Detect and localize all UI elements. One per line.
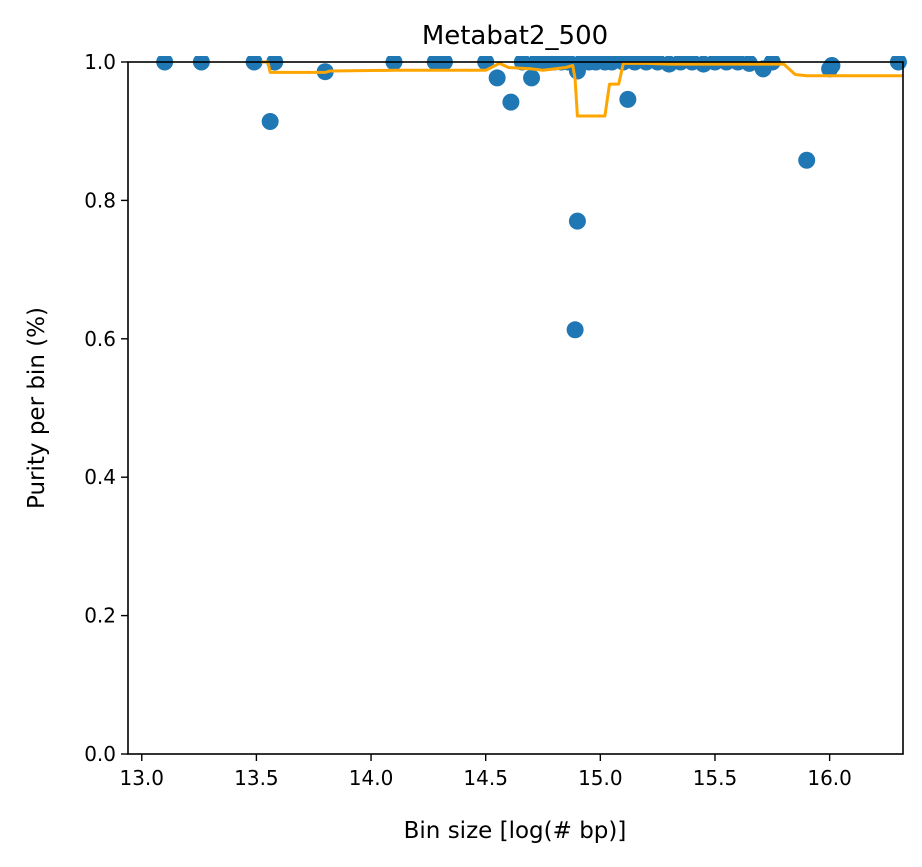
scatter-point — [385, 56, 403, 71]
scatter-point — [261, 113, 279, 131]
scatter-series — [156, 56, 907, 339]
x-tick-label: 13.0 — [119, 766, 164, 790]
scatter-point — [523, 69, 541, 87]
plot-frame — [127, 61, 904, 755]
plot-area — [156, 56, 907, 339]
y-tick-label: 1.0 — [84, 50, 116, 74]
y-tick-label: 0.0 — [84, 742, 116, 766]
x-tick-label: 15.0 — [578, 766, 623, 790]
scatter-point — [502, 93, 520, 111]
y-tick-label: 0.6 — [84, 327, 116, 351]
scatter-point — [619, 90, 637, 108]
x-tick-label: 16.0 — [807, 766, 852, 790]
scatter-point — [823, 56, 841, 74]
y-tick-label: 0.4 — [84, 465, 116, 489]
scatter-point — [798, 151, 816, 169]
scatter-point — [245, 56, 263, 71]
scatter-point — [488, 69, 506, 87]
x-axis-ticks: 13.0 13.5 14.0 14.5 15.0 15.5 16.0 — [119, 754, 852, 790]
x-axis-label: Bin size [log(# bp)] — [404, 818, 627, 844]
x-tick-label: 14.0 — [349, 766, 394, 790]
purity-trend-line — [261, 60, 903, 118]
purity-trend-line-series — [261, 60, 903, 118]
y-axis-ticks: 0.0 0.2 0.4 0.6 0.8 1.0 — [84, 50, 128, 766]
x-tick-label: 13.5 — [234, 766, 279, 790]
x-tick-label: 14.5 — [463, 766, 508, 790]
scatter-point — [192, 56, 210, 71]
chart-title: Metabat2_500 — [422, 21, 608, 51]
y-axis-label: Purity per bin (%) — [24, 307, 50, 509]
scatter-point — [435, 56, 453, 71]
y-tick-label: 0.2 — [84, 604, 116, 628]
scatter-point — [156, 56, 174, 71]
scatter-point — [568, 212, 586, 230]
scatter-point — [566, 321, 584, 339]
x-tick-label: 15.5 — [693, 766, 738, 790]
y-tick-label: 0.8 — [84, 188, 116, 212]
